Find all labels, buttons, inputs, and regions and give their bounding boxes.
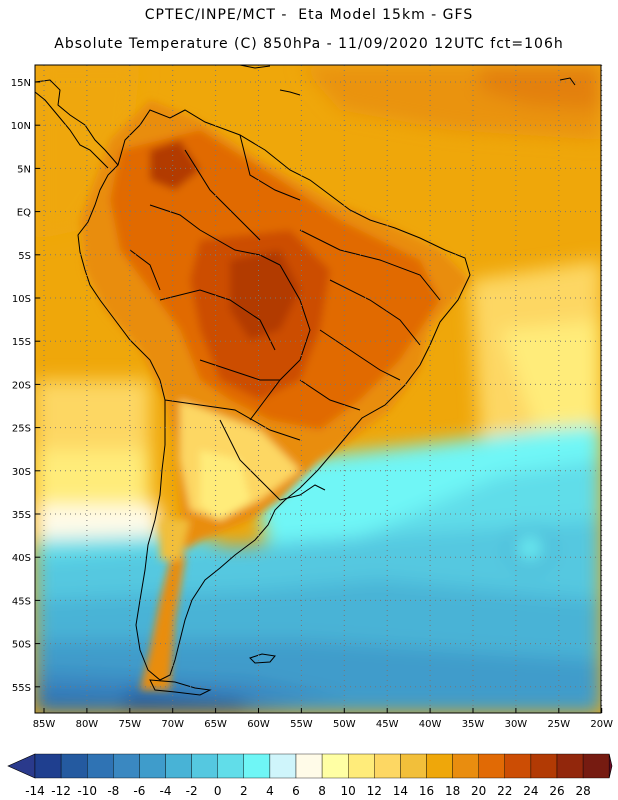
- colorbar-tick-label: 26: [549, 784, 564, 798]
- colorbar-swatch: [165, 753, 192, 779]
- colorbar-swatch: [556, 753, 584, 779]
- colorbar-swatch: [269, 753, 297, 779]
- colorbar-tick-label: -2: [186, 784, 198, 798]
- lat-tick-label: 20S: [12, 380, 31, 391]
- colorbar-swatch: [452, 753, 479, 779]
- lon-tick-label: 80W: [76, 719, 99, 730]
- colorbar-tick-label: 18: [445, 784, 460, 798]
- colorbar-tick-label: -10: [77, 784, 97, 798]
- lat-tick-label: 50S: [12, 640, 31, 651]
- lon-tick-label: 40W: [419, 719, 442, 730]
- colorbar-tick-label: -4: [160, 784, 172, 798]
- colorbar-tick-label: 12: [367, 784, 382, 798]
- lat-tick-label: 40S: [12, 553, 31, 564]
- lon-tick-label: 70W: [161, 719, 184, 730]
- colorbar-swatch: [478, 753, 506, 779]
- colorbar-high-arrow: [608, 753, 613, 779]
- lat-tick-label: EQ: [17, 208, 31, 219]
- colorbar-tick-label: -6: [133, 784, 145, 798]
- colorbar-tick-label: 20: [471, 784, 486, 798]
- colorbar-swatch: [113, 753, 140, 779]
- lat-tick-label: 15N: [11, 78, 31, 89]
- lat-tick-label: 5N: [17, 164, 31, 175]
- colorbar-low-arrow: [7, 753, 36, 779]
- colorbar-tick-label: 28: [575, 784, 590, 798]
- colorbar-tick-label: 16: [419, 784, 434, 798]
- colorbar-tick-label: -12: [51, 784, 71, 798]
- colorbar-tick-label: -14: [25, 784, 45, 798]
- chart-title: CPTEC/INPE/MCT - Eta Model 15km - GFS: [144, 7, 474, 23]
- coastline: [35, 65, 576, 696]
- lon-tick-label: 75W: [118, 719, 141, 730]
- colorbar-swatch: [34, 753, 62, 779]
- colorbar-tick-label: 8: [318, 784, 326, 798]
- colorbar-tick-label: 0: [214, 784, 222, 798]
- colorbar-swatch: [374, 753, 401, 779]
- colorbar-tick-label: 6: [292, 784, 300, 798]
- lat-tick-label: 10S: [12, 294, 31, 305]
- colorbar-swatch: [243, 753, 271, 779]
- colorbar-swatch: [191, 753, 218, 779]
- chart-subtitle: Absolute Temperature (C) 850hPa - 11/09/…: [54, 36, 564, 52]
- lon-tick-label: 20W: [590, 719, 613, 730]
- colorbar-swatch: [60, 753, 88, 779]
- colorbar-swatch: [295, 753, 323, 779]
- lat-tick-label: 35S: [12, 510, 31, 521]
- lon-tick-label: 85W: [33, 719, 56, 730]
- lat-tick-label: 30S: [12, 467, 31, 478]
- lon-tick-label: 55W: [290, 719, 313, 730]
- colorbar-tick-label: 14: [393, 784, 408, 798]
- colorbar-tick-label: 24: [523, 784, 538, 798]
- colorbar-tick-label: 22: [497, 784, 512, 798]
- colorbar-tick-label: 10: [341, 784, 356, 798]
- lon-tick-label: 25W: [547, 719, 570, 730]
- colorbar-swatch: [217, 753, 244, 779]
- lat-tick-label: 45S: [12, 596, 31, 607]
- longitude-labels: 85W 80W 75W 70W 65W 60W 55W 50W 45W 40W 35W 30W 25W 2…: [33, 708, 613, 730]
- latitude-labels: 15N 10N 5N EQ 5S 10S 15S 20S 25S 30S 35S 40S 45S 50S 5…: [11, 78, 40, 694]
- colorbar-swatch: [504, 753, 532, 779]
- colorbar-swatch: [139, 753, 166, 779]
- colorbar-tick-label: 4: [266, 784, 274, 798]
- lon-tick-label: 30W: [505, 719, 528, 730]
- lon-tick-label: 60W: [247, 719, 270, 730]
- lat-tick-label: 25S: [12, 424, 31, 435]
- lat-tick-label: 5S: [18, 251, 31, 262]
- colorbar-swatch: [400, 753, 427, 779]
- lat-tick-label: 15S: [12, 337, 31, 348]
- colorbar-swatch: [426, 753, 453, 779]
- lat-tick-label: 10N: [11, 121, 31, 132]
- colorbar-swatch: [530, 753, 558, 779]
- lon-tick-label: 65W: [204, 719, 227, 730]
- lon-tick-label: 45W: [376, 719, 399, 730]
- map-frame: [34, 64, 602, 714]
- colorbar-tick-label: -8: [107, 784, 119, 798]
- grid-lines: [35, 65, 603, 713]
- colorbar-swatch: [348, 753, 375, 779]
- colorbar-swatch: [321, 753, 349, 779]
- colorbar-swatch: [86, 753, 114, 779]
- colorbar-tick-label: 2: [240, 784, 248, 798]
- colorbar-swatch: [582, 753, 610, 779]
- lon-tick-label: 35W: [462, 719, 485, 730]
- lat-tick-label: 55S: [12, 683, 31, 694]
- lon-tick-label: 50W: [333, 719, 356, 730]
